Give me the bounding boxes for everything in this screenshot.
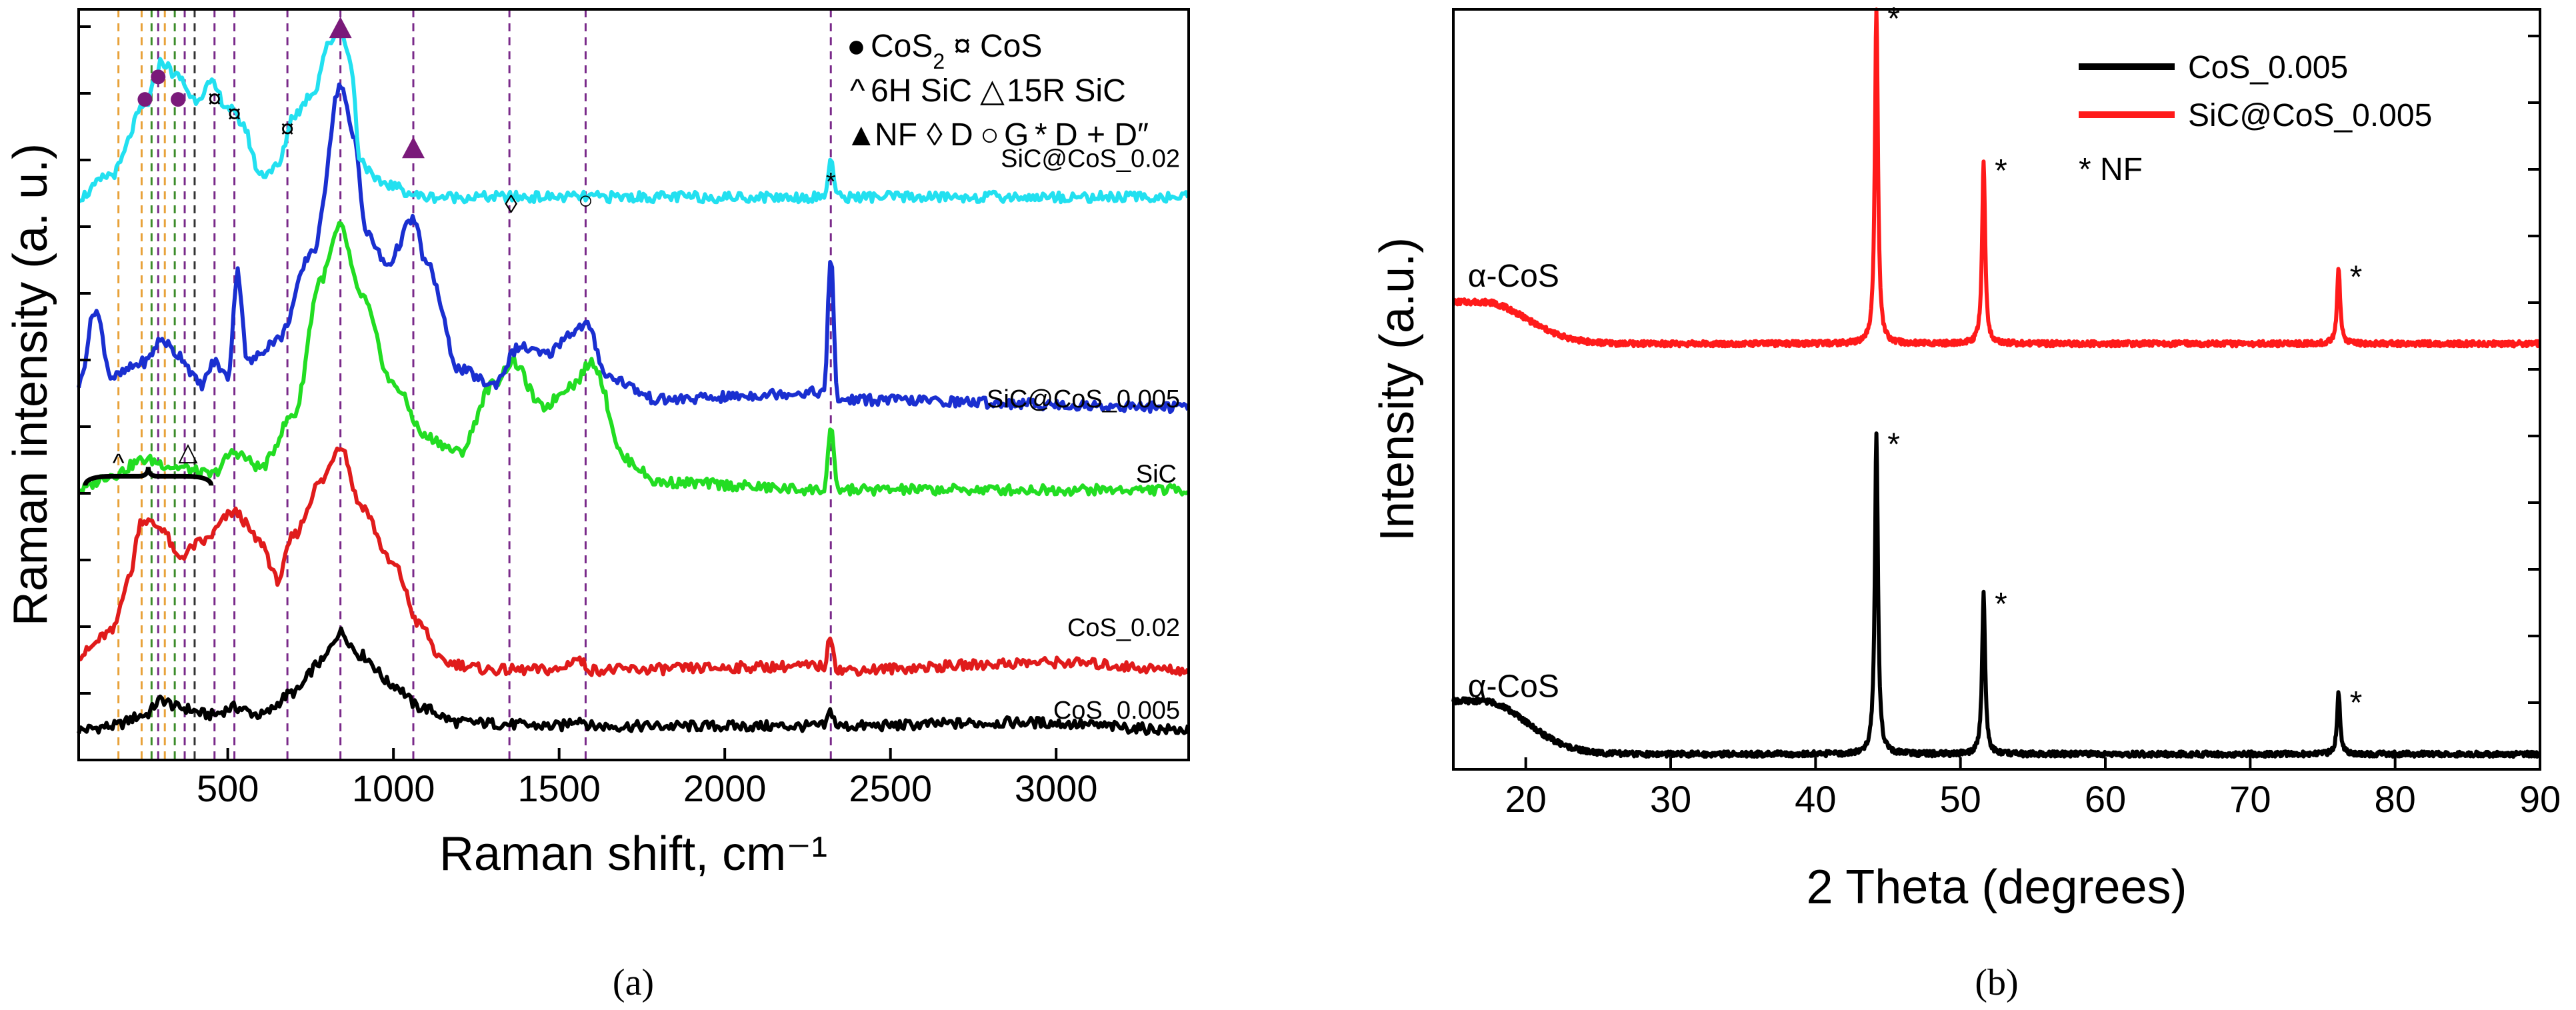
sic-bracket: [83, 467, 214, 487]
chart-a: 500 1000 1500 2000 2500 3000 SiC@CoS_0.02SiC@…: [4, 8, 1190, 1003]
peak-glyph-marker-2: ¤: [281, 115, 295, 143]
series-label-CoS_0.02: CoS_0.02: [1067, 614, 1180, 642]
plot-frame-a: [77, 8, 1190, 761]
x-tick-label-40: 40: [1795, 778, 1836, 820]
phase-label-SiC@CoS_0.005: α-CoS: [1468, 259, 1559, 294]
phase-label-CoS_0.005: α-CoS: [1468, 669, 1559, 705]
legend-nf-label: NF: [875, 117, 917, 153]
x-axis-label-b: 2 Theta (degrees): [1806, 861, 2187, 914]
chart-b: 20 30 40 50 60 70 80 90 * * * α-CoS * * * α-CoS CoS_0.…: [1371, 1, 2561, 1003]
x-tick-label-500: 500: [197, 767, 259, 809]
legend-note: * NF: [2079, 152, 2143, 187]
x-axis-label-a: Raman shift, cm⁻¹: [439, 827, 827, 881]
legend-d-symbol: ◊: [927, 117, 943, 153]
series-labels-a: SiC@CoS_0.02 SiC@CoS_0.005 SiC CoS_0.02 CoS_…: [987, 145, 1180, 725]
x-tick-label-20: 20: [1505, 778, 1547, 820]
legend-cos2-subscript: 2: [933, 49, 945, 73]
legend-a: ● CoS2 ¤ CoS ^ 6H SiC △ 15R SiC ▲NF ◊ D ○ G * D + D″: [845, 29, 1149, 153]
peak-glyph-marker-7: △: [178, 438, 198, 466]
x-tick-label-50: 50: [1940, 778, 1981, 820]
y-ticks-a: [79, 25, 91, 695]
y-ticks-b: [2528, 35, 2540, 704]
series-line-CoS_0.005: [77, 626, 1190, 736]
x-tick-label-2000: 2000: [683, 767, 767, 809]
y-axis-label-b: Intensity (a.u.): [1371, 237, 1424, 541]
series-group-a: [77, 22, 1190, 736]
series-label-CoS_0.005: CoS_0.005: [1053, 697, 1180, 725]
peak-stars-b: * * * α-CoS * * * α-CoS: [1468, 1, 2363, 721]
x-ticks-b: 20 30 40 50 60 70 80 90: [1505, 757, 2561, 820]
legend-15r-symbol: △: [980, 73, 1005, 109]
legend-d-label: D: [950, 117, 973, 153]
peak-star-SiC@CoS_0.005-2: *: [2350, 260, 2363, 295]
series-label-SiC: SiC: [1136, 460, 1177, 488]
legend-g-label: G: [1004, 117, 1029, 153]
legend-6h-symbol: ^: [850, 73, 865, 109]
peak-glyph-marker-4: ○: [578, 187, 593, 215]
peak-star-SiC@CoS_0.005-0: *: [1887, 1, 1900, 37]
series-group-b: [1451, 7, 2541, 759]
peak-glyph-marker-5: *: [826, 168, 836, 196]
legend-cos2-label: CoS2: [871, 29, 945, 73]
plot-frame-b: [1452, 8, 2541, 771]
legend-cos-label: CoS: [980, 29, 1042, 64]
peak-star-CoS_0.005-2: *: [2350, 685, 2363, 721]
x-tick-label-3000: 3000: [1015, 767, 1098, 809]
series-line-SiC@CoS_0.005: [1451, 7, 2541, 349]
x-tick-label-70: 70: [2229, 778, 2271, 820]
legend-nf-symbol: ▲: [845, 117, 877, 153]
legend-6h-label: 6H SiC: [871, 73, 972, 109]
x-tick-label-30: 30: [1650, 778, 1691, 820]
series-line-CoS_0.005: [1451, 431, 2541, 759]
peak-glyph-marker-0: ¤: [207, 85, 221, 113]
peak-markers-a: ¤¤¤◊ ○*^ △: [83, 17, 836, 487]
legend-15r-label: 15R SiC: [1007, 73, 1126, 109]
series-line-SiC@CoS_0.005: [77, 82, 1190, 415]
panel-label-a: (a): [613, 962, 654, 1003]
legend-b: CoS_0.005 SiC@CoS_0.005 * NF: [2079, 50, 2432, 187]
x-ticks-a: 500 1000 1500 2000 2500 3000: [197, 748, 1098, 809]
x-tick-label-1500: 1500: [517, 767, 601, 809]
panel-label-b: (b): [1975, 962, 2018, 1003]
x-tick-label-60: 60: [2085, 778, 2126, 820]
peak-glyph-marker-3: ◊: [505, 191, 517, 219]
legend-g-symbol: ○: [980, 117, 999, 153]
x-tick-label-90: 90: [2519, 778, 2561, 820]
series-label-SiC@CoS_0.02: SiC@CoS_0.02: [1001, 145, 1180, 173]
reference-lines-a: [117, 9, 832, 760]
peak-star-CoS_0.005-1: *: [1995, 587, 2007, 622]
cos2-dot-marker-1: [137, 92, 153, 107]
legend-cos2-symbol: ●: [847, 29, 866, 64]
legend-dd-symbol: *: [1035, 117, 1047, 153]
nf-triangle-marker-1: [401, 137, 425, 159]
series-line-SiC@CoS_0.02: [77, 22, 1190, 205]
legend-cos-symbol: ¤: [953, 29, 971, 64]
cos2-dot-marker-0: [151, 69, 166, 85]
x-tick-label-80: 80: [2375, 778, 2416, 820]
y-axis-label-a: Raman intensity (a. u.): [4, 143, 57, 626]
legend-label-SiC@CoS_0.005: SiC@CoS_0.005: [2188, 98, 2432, 133]
peak-star-SiC@CoS_0.005-1: *: [1995, 153, 2007, 189]
peak-glyph-marker-1: ¤: [227, 101, 241, 129]
series-label-SiC@CoS_0.005: SiC@CoS_0.005: [987, 385, 1180, 413]
peak-glyph-marker-6: ^: [113, 449, 125, 477]
series-line-SiC: [77, 221, 1189, 497]
x-tick-label-2500: 2500: [849, 767, 932, 809]
peak-star-CoS_0.005-0: *: [1887, 427, 1900, 462]
cos2-dot-marker-2: [171, 92, 186, 107]
x-tick-label-1000: 1000: [352, 767, 435, 809]
nf-triangle-marker-0: [329, 17, 352, 39]
series-line-CoS_0.02: [77, 446, 1190, 677]
legend-label-CoS_0.005: CoS_0.005: [2188, 50, 2348, 85]
legend-dd-label: D + D″: [1055, 117, 1149, 153]
